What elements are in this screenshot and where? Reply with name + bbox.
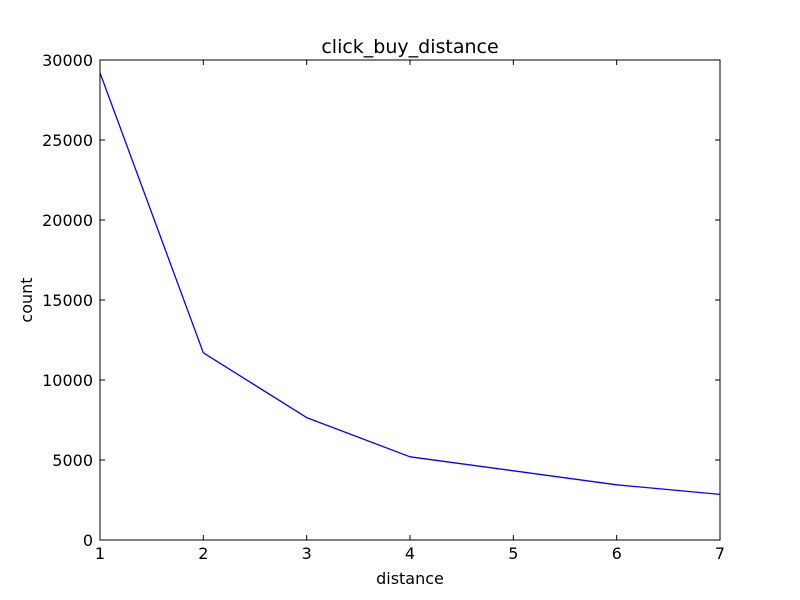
plot-frame xyxy=(99,59,721,541)
y-tick-label: 5000 xyxy=(52,451,93,470)
y-tick-label: 25000 xyxy=(42,131,93,150)
x-tick-label: 7 xyxy=(715,544,725,563)
x-tick-label: 5 xyxy=(508,544,518,563)
x-axis-label: distance xyxy=(376,569,444,588)
x-tick-label: 1 xyxy=(95,544,105,563)
y-tick-label: 15000 xyxy=(42,291,93,310)
series-layer xyxy=(99,72,721,496)
series-line xyxy=(99,72,721,496)
x-tick-label: 6 xyxy=(612,544,622,563)
y-tick-label: 20000 xyxy=(42,211,93,230)
y-tick-label: 0 xyxy=(83,531,93,550)
y-tick-label: 10000 xyxy=(42,371,93,390)
y-tick-label: 30000 xyxy=(42,51,93,70)
x-tick-label: 3 xyxy=(302,544,312,563)
axis-ticks: 1 2 3 4 5 6 7 0 5000 10000 15000 20000 25000 30000 xyxy=(42,51,725,563)
x-tick-label: 4 xyxy=(405,544,415,563)
chart-title: click_buy_distance xyxy=(321,36,498,58)
y-axis-label: count xyxy=(17,277,36,322)
x-tick-label: 2 xyxy=(198,544,208,563)
